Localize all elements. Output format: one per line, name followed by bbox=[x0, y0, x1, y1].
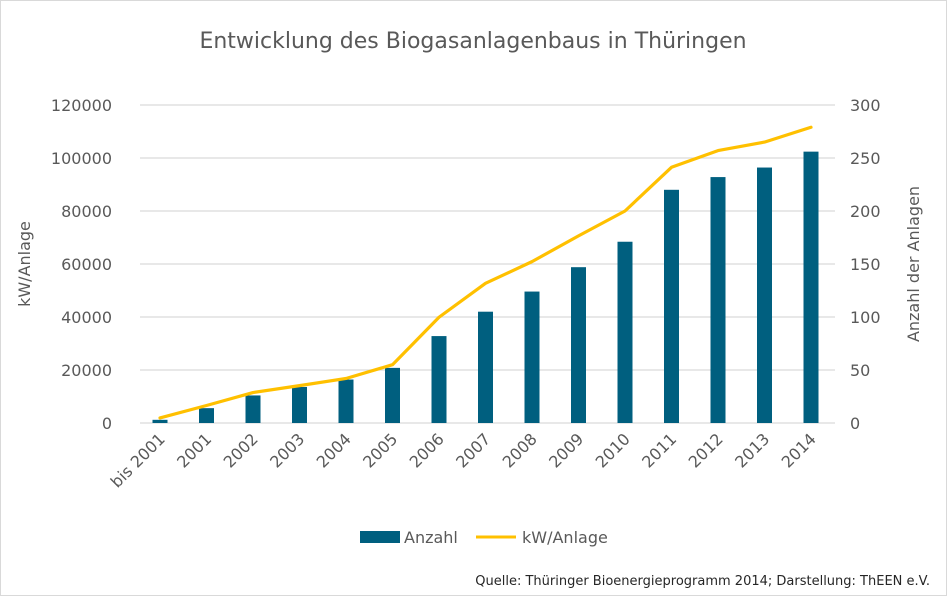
bar-2009 bbox=[571, 267, 586, 423]
bar-2008 bbox=[524, 291, 540, 423]
y2-tick-label: 200 bbox=[850, 202, 881, 221]
y-tick-label: 80000 bbox=[61, 202, 112, 221]
y2-tick-label: 0 bbox=[850, 414, 860, 433]
x-tick-label: 2003 bbox=[266, 429, 308, 471]
x-tick-label: bis 2001 bbox=[107, 429, 169, 491]
y-tick-label: 20000 bbox=[61, 361, 112, 380]
bar-2004 bbox=[338, 379, 354, 423]
y-tick-label: 60000 bbox=[61, 255, 112, 274]
bar-2003 bbox=[292, 386, 307, 423]
bar-2013 bbox=[757, 167, 772, 423]
bar-2010 bbox=[617, 241, 633, 423]
x-tick-label: 2012 bbox=[685, 429, 727, 471]
y2-tick-label: 100 bbox=[850, 308, 881, 327]
x-tick-label: 2006 bbox=[406, 429, 448, 471]
source-note: Quelle: Thüringer Bioenergieprogramm 201… bbox=[475, 574, 930, 589]
y-axis-label: kW/Anlage bbox=[15, 221, 34, 307]
bar-2007 bbox=[478, 311, 493, 423]
x-tick-label: 2002 bbox=[220, 429, 262, 471]
x-tick-label: 2011 bbox=[638, 429, 680, 471]
x-tick-label: 2005 bbox=[359, 429, 401, 471]
y-tick-label: 0 bbox=[102, 414, 112, 433]
bar-2002 bbox=[245, 395, 261, 423]
y2-tick-label: 250 bbox=[850, 149, 881, 168]
bar-2012 bbox=[710, 177, 726, 423]
bar-2014 bbox=[803, 151, 819, 423]
x-tick-label: 2004 bbox=[313, 429, 355, 471]
legend-label-anzahl: Anzahl bbox=[404, 528, 458, 547]
x-tick-label: 2008 bbox=[499, 429, 541, 471]
bar-2006 bbox=[431, 336, 447, 423]
bar-2001 bbox=[199, 408, 214, 423]
x-tick-label: 2007 bbox=[452, 429, 494, 471]
y-tick-label: 40000 bbox=[61, 308, 112, 327]
y-tick-label: 120000 bbox=[51, 96, 112, 115]
y2-axis-label: Anzahl der Anlagen bbox=[904, 186, 923, 342]
bar-2011 bbox=[664, 189, 679, 423]
y2-tick-label: 300 bbox=[850, 96, 881, 115]
x-tick-label: 2001 bbox=[173, 429, 215, 471]
x-tick-label: 2014 bbox=[778, 429, 820, 471]
x-tick-label: 2010 bbox=[592, 429, 634, 471]
legend-label-kw: kW/Anlage bbox=[522, 528, 608, 547]
y2-tick-label: 50 bbox=[850, 361, 870, 380]
x-tick-label: 2009 bbox=[545, 429, 587, 471]
y-tick-label: 100000 bbox=[51, 149, 112, 168]
y2-tick-label: 150 bbox=[850, 255, 881, 274]
x-tick-label: 2013 bbox=[731, 429, 773, 471]
chart-title: Entwicklung des Biogasanlagenbaus in Thü… bbox=[199, 29, 746, 54]
bar-bis-2001 bbox=[152, 419, 168, 423]
bar-2005 bbox=[385, 367, 400, 423]
legend-swatch-anzahl bbox=[360, 531, 400, 543]
